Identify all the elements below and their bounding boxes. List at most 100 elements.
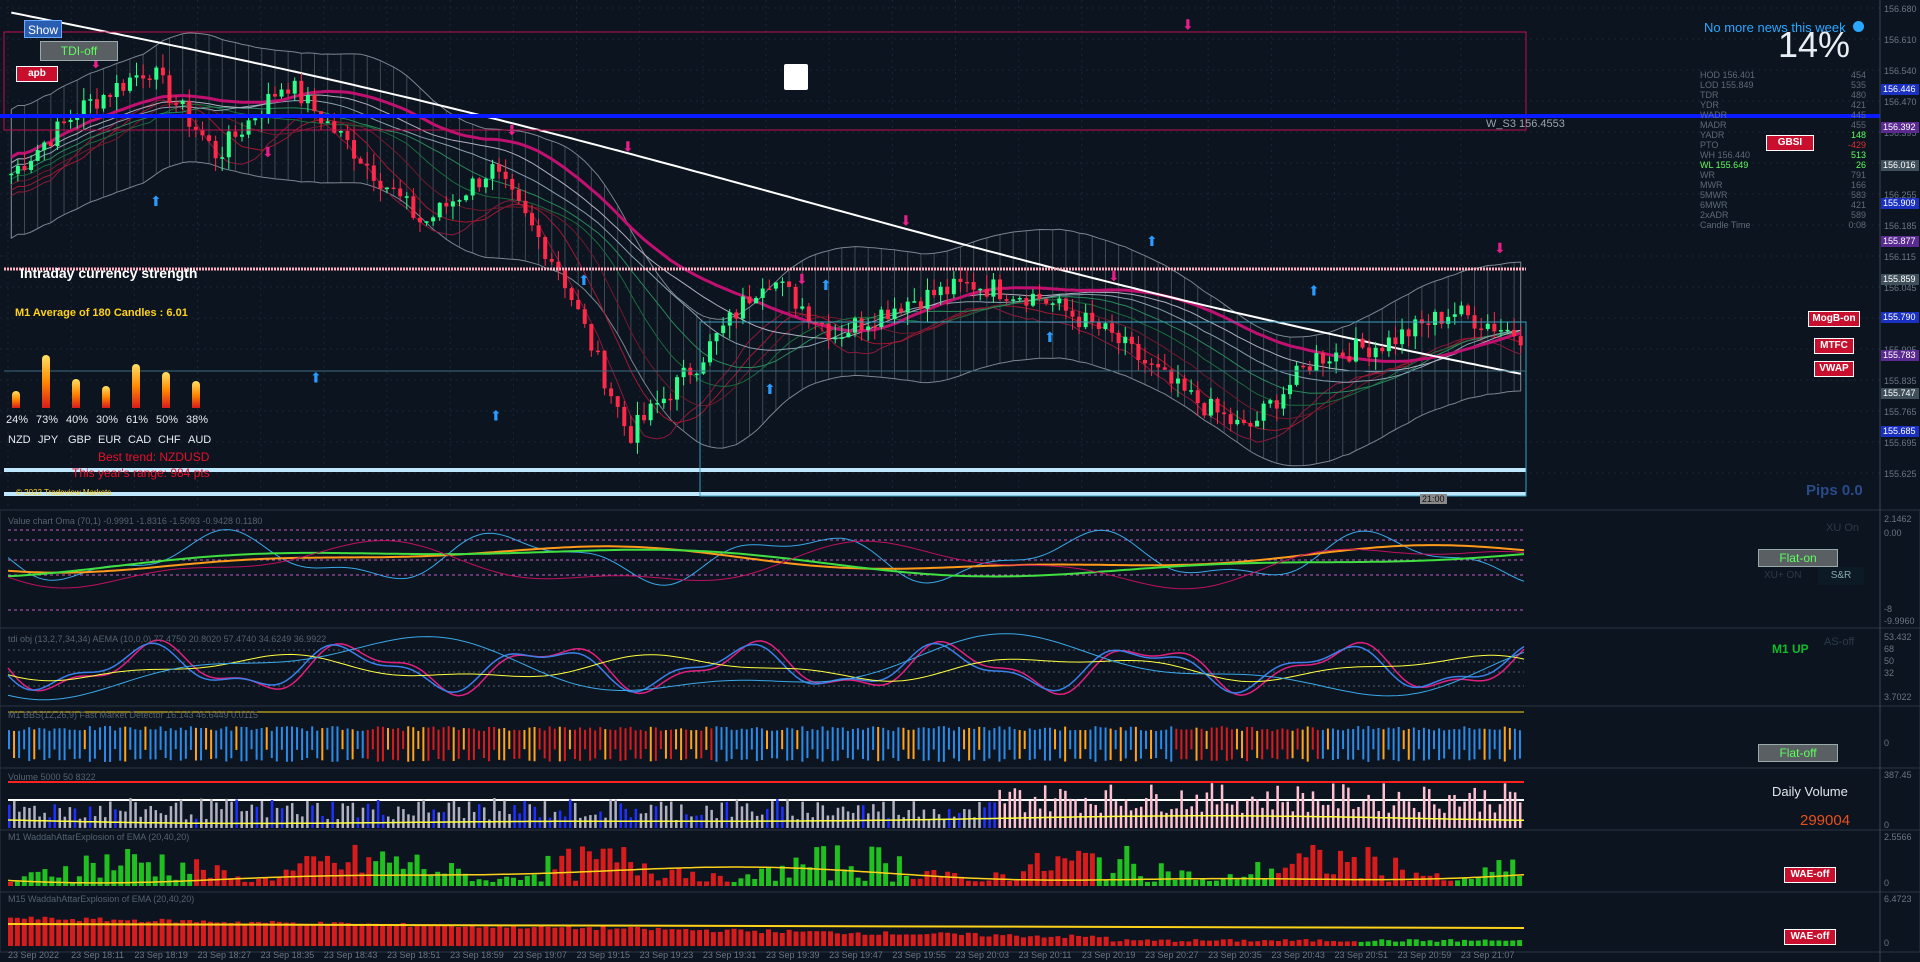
wae-off-button-1[interactable]: WAE-off	[1784, 867, 1836, 883]
volume-bar	[705, 805, 708, 828]
wae-m15-bar	[1317, 939, 1323, 946]
flat-on-button[interactable]: Flat-on	[1758, 549, 1838, 567]
vwap-button[interactable]: VWAP	[1814, 361, 1854, 377]
wae-m15-bar	[1041, 937, 1047, 946]
wae-m15-bar	[49, 917, 55, 946]
wae-m15-bar	[125, 920, 131, 946]
candle-body	[945, 286, 950, 295]
sr-button[interactable]: S&R	[1818, 567, 1864, 585]
wae-m15-bar	[593, 929, 599, 946]
fmd-bar	[1443, 730, 1446, 759]
price-tick: 156.470	[1884, 97, 1917, 107]
fmd-bar	[1448, 729, 1451, 750]
wae-m15-bar	[194, 922, 200, 946]
fmd-bar	[533, 726, 536, 762]
volume-bar	[563, 816, 567, 828]
fmd-bar	[225, 726, 228, 762]
candle-body	[1241, 419, 1246, 424]
wae-m15-bar	[1020, 937, 1026, 946]
fmd-bar	[771, 730, 774, 759]
time-tick: 23 Sep 20:27	[1145, 950, 1199, 960]
wae-bar	[290, 870, 296, 886]
fmd-bar	[1473, 729, 1476, 760]
price-marker: 155.877	[1883, 236, 1916, 246]
fmd-bar	[1513, 728, 1516, 760]
time-tick: 23 Sep 18:19	[134, 950, 188, 960]
wae-bar	[152, 876, 158, 886]
wae-bar	[42, 869, 48, 886]
wae-bar	[683, 878, 689, 886]
volume-bar	[937, 814, 941, 828]
volume-bar	[1043, 785, 1047, 828]
wae-bar	[1337, 850, 1343, 886]
wae-m15-bar	[1275, 940, 1281, 946]
wae-bar	[710, 873, 716, 886]
fmd-bar	[1326, 728, 1329, 750]
volume-bar	[1099, 812, 1103, 828]
fmd-bar	[664, 730, 667, 759]
fmd-bar	[149, 729, 152, 760]
mtfc-button[interactable]: MTFC	[1814, 338, 1854, 354]
candle-body	[35, 150, 40, 161]
fmd-bar	[781, 729, 784, 750]
wae-off-button-2[interactable]: WAE-off	[1784, 929, 1836, 945]
candle-body	[1367, 347, 1372, 358]
wae-bar	[738, 878, 744, 886]
wae-m15-bar	[442, 925, 448, 946]
candle-body	[1281, 394, 1286, 409]
candle-body	[536, 225, 541, 238]
candle-body	[918, 301, 923, 309]
fmd-bar	[488, 726, 491, 762]
wae-m15-bar	[1207, 940, 1213, 946]
tdi-off-button[interactable]: TDI-off	[40, 41, 118, 61]
wae-m15-bar	[841, 934, 847, 946]
xu-on-label: XU On	[1826, 522, 1860, 534]
wae-m15-bar	[986, 936, 992, 946]
fmd-bar	[1200, 728, 1203, 760]
fmd-bar	[1180, 729, 1183, 760]
fmd-bar	[422, 727, 425, 762]
volume-bar	[1180, 790, 1183, 828]
volume-bar	[1352, 809, 1355, 828]
candle-body	[655, 403, 660, 405]
wae2-scale: 6.4723	[1884, 894, 1912, 904]
chart-overlays	[0, 31, 1880, 497]
candle-body	[997, 279, 1002, 300]
wae-m15-bar	[1510, 940, 1516, 946]
show-button[interactable]: Show	[24, 20, 62, 38]
strength-currency: JPY	[38, 434, 59, 446]
candle-body	[1169, 369, 1174, 384]
volume-bar	[998, 789, 1001, 828]
apb-button[interactable]: apb	[16, 66, 58, 82]
volume-bar	[432, 809, 435, 828]
fmd-bar	[1134, 726, 1137, 762]
fmd-bar	[351, 729, 354, 760]
candle-body	[1063, 298, 1068, 311]
flat-off-button[interactable]: Flat-off	[1758, 744, 1838, 762]
wae-bar	[345, 862, 351, 886]
volume-bar	[225, 798, 228, 828]
gbsi-button[interactable]: GBSI	[1766, 135, 1814, 151]
candle-body	[530, 213, 535, 226]
volume-bar	[664, 805, 668, 828]
fmd-bar	[1150, 729, 1153, 759]
volume-bar	[1054, 798, 1057, 828]
fmd-bar	[285, 726, 288, 762]
fmd-bar	[290, 726, 293, 762]
stat-row: MWR 166	[1700, 180, 1866, 190]
wae-bar	[883, 863, 889, 886]
fmd-bar	[1129, 726, 1132, 750]
volume-bar	[725, 801, 729, 828]
toolbar-square-icon[interactable]	[784, 64, 808, 90]
fmd-bar	[1468, 728, 1471, 761]
wae-m15-bar	[1420, 941, 1426, 946]
fmd-bar	[518, 730, 521, 759]
wae-bar	[1234, 879, 1240, 886]
volume-bar	[978, 801, 981, 828]
mogb-on-button[interactable]: MogB-on	[1808, 311, 1860, 327]
wae-m15-bar	[579, 928, 585, 946]
sell-arrow-icon: ⬇	[622, 140, 634, 156]
candle-body	[991, 279, 996, 297]
volume-bar	[1003, 803, 1007, 828]
